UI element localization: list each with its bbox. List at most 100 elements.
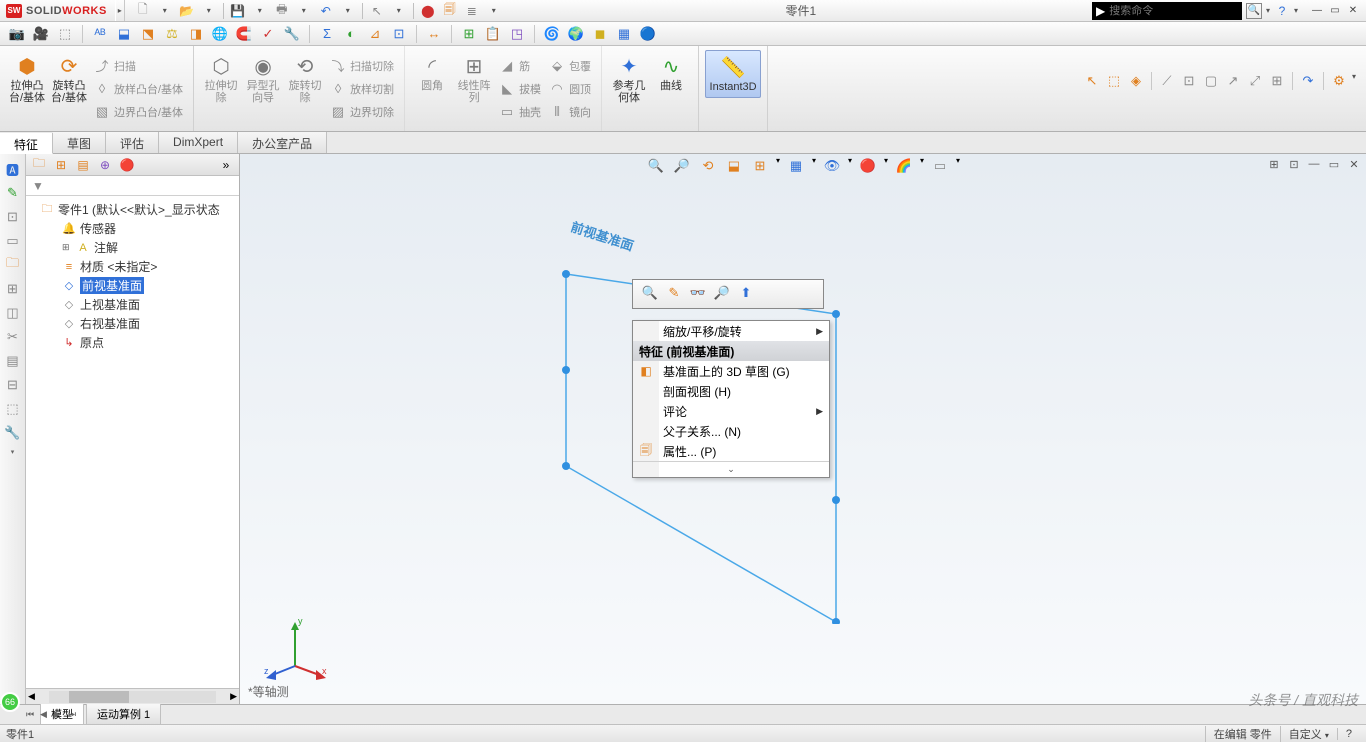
search-input[interactable] — [1109, 5, 1238, 17]
view-orient-icon[interactable]: ⊞ — [750, 156, 770, 176]
view-settings-icon[interactable]: ▭ — [930, 156, 950, 176]
tool-16-icon[interactable]: 🌀 — [543, 25, 561, 43]
tab-office[interactable]: 办公室产品 — [238, 132, 327, 153]
screen-capture-icon[interactable]: 📷 — [8, 25, 26, 43]
loft-button[interactable]: ◊放样凸台/基体 — [92, 80, 185, 98]
ctx-normal-icon[interactable]: 👓 — [689, 284, 707, 302]
shell-button[interactable]: ▭抽壳 — [497, 103, 543, 121]
ctx-expand[interactable]: ⌄ — [633, 461, 829, 477]
rt-8-icon[interactable]: ⤢ — [1246, 72, 1264, 90]
tab-sketch[interactable]: 草图 — [53, 132, 106, 153]
tool-19-icon[interactable]: ▦ — [615, 25, 633, 43]
tool-3-icon[interactable]: ⚖ — [163, 25, 181, 43]
hole-wizard-button[interactable]: ◉异型孔向导 — [242, 50, 284, 108]
tree-tab-4-icon[interactable]: ⊕ — [94, 156, 116, 174]
spellcheck-icon[interactable]: ᴬᴮ — [91, 25, 109, 43]
lv-7-icon[interactable]: ◫ — [4, 304, 22, 322]
snap-icon[interactable]: ⬚ — [56, 25, 74, 43]
select-icon[interactable]: ↖ — [369, 3, 385, 19]
lv-4-icon[interactable]: ▭ — [4, 232, 22, 250]
scene-icon[interactable]: 🌈 — [894, 156, 914, 176]
ctx-section-view[interactable]: 剖面视图 (H) — [633, 381, 829, 401]
tool-11-icon[interactable]: ⊡ — [390, 25, 408, 43]
settings-icon[interactable]: ≣ — [464, 3, 480, 19]
tool-20-icon[interactable]: 🔵 — [639, 25, 657, 43]
lv-10-icon[interactable]: ⊟ — [4, 376, 22, 394]
record-icon[interactable]: 🎥 — [32, 25, 50, 43]
rib-button[interactable]: ◢筋 — [497, 57, 543, 75]
tree-root[interactable]: 🗀零件1 (默认<<默认>_显示状态 — [28, 200, 237, 219]
draft-button[interactable]: ◣拔模 — [497, 80, 543, 98]
menu-dropdown-icon[interactable]: ▸ — [115, 0, 125, 21]
rt-6-icon[interactable]: ▢ — [1202, 72, 1220, 90]
tree-tab-1-icon[interactable]: 🗀 — [28, 156, 50, 174]
revolve-boss-button[interactable]: ⟳ 旋转凸台/基体 — [48, 50, 90, 108]
close-icon[interactable]: ✕ — [1346, 4, 1360, 18]
tool-10-icon[interactable]: ⊿ — [366, 25, 384, 43]
ctx-properties[interactable]: 🗐属性... (P) — [633, 441, 829, 461]
tool-18-icon[interactable]: ◼ — [591, 25, 609, 43]
lv-6-icon[interactable]: ⊞ — [4, 280, 22, 298]
maximize-icon[interactable]: ▭ — [1328, 4, 1342, 18]
rt-2-icon[interactable]: ⬚ — [1105, 72, 1123, 90]
vp-min-icon[interactable]: — — [1306, 156, 1322, 172]
tree-filter[interactable]: ▼ — [26, 176, 239, 196]
vp-cascade-icon[interactable]: ⊡ — [1286, 156, 1302, 172]
tool-1-icon[interactable]: ⬓ — [115, 25, 133, 43]
tree-annotations[interactable]: ⊞A注解 — [28, 238, 237, 257]
hide-show-icon[interactable]: 👁 — [822, 156, 842, 176]
lv-11-icon[interactable]: ⬚ — [4, 400, 22, 418]
lv-12-icon[interactable]: 🔧 — [4, 424, 22, 442]
rev-cut-button[interactable]: ⟲旋转切除 — [284, 50, 326, 108]
undo-icon[interactable]: ↶ — [318, 3, 334, 19]
rt-4-icon[interactable]: ⟋ — [1158, 72, 1176, 90]
section-view-icon[interactable]: ⬓ — [724, 156, 744, 176]
rt-1-icon[interactable]: ↖ — [1083, 72, 1101, 90]
boundary-cut-button[interactable]: ▨边界切除 — [328, 103, 396, 121]
rt-3-icon[interactable]: ◈ — [1127, 72, 1145, 90]
tree-tab-5-icon[interactable]: 🔴 — [116, 156, 138, 174]
tool-4-icon[interactable]: ◨ — [187, 25, 205, 43]
wrap-button[interactable]: ⬙包覆 — [547, 57, 593, 75]
ctx-sketch-icon[interactable]: ✎ — [665, 284, 683, 302]
ctx-zoom-pan-rotate[interactable]: 缩放/平移/旋转▶ — [633, 321, 829, 341]
lv-2-icon[interactable]: ✎ — [4, 184, 22, 202]
save-icon[interactable]: 💾 — [230, 3, 246, 19]
cut-extrude-button[interactable]: ⬡拉伸切除 — [200, 50, 242, 108]
tree-material[interactable]: ≡材质 <未指定> — [28, 257, 237, 276]
tree-scrollbar[interactable]: ◀ ▶ — [26, 688, 239, 704]
vp-max-icon[interactable]: ▭ — [1326, 156, 1342, 172]
tool-17-icon[interactable]: 🌍 — [567, 25, 585, 43]
tool-13-icon[interactable]: ⊞ — [460, 25, 478, 43]
rt-5-icon[interactable]: ⊡ — [1180, 72, 1198, 90]
tool-7-icon[interactable]: ✓ — [259, 25, 277, 43]
tree-top-plane[interactable]: ◇上视基准面 — [28, 295, 237, 314]
curves-button[interactable]: ∿曲线 — [650, 50, 692, 96]
rt-10-icon[interactable]: ↷ — [1299, 72, 1317, 90]
lv-9-icon[interactable]: ▤ — [4, 352, 22, 370]
open-icon[interactable]: 📂 — [179, 3, 195, 19]
zoom-area-icon[interactable]: 🔎 — [672, 156, 692, 176]
lv-5-icon[interactable]: 🗀 — [4, 256, 22, 274]
tree-tab-more-icon[interactable]: » — [215, 156, 237, 174]
rebuild-icon[interactable]: ⬤ — [420, 3, 436, 19]
bottom-tab-arrows[interactable]: ⏮◀▶⏭ — [26, 709, 80, 720]
fillet-button[interactable]: ◜圆角 — [411, 50, 453, 96]
tree-origin[interactable]: ↳原点 — [28, 333, 237, 352]
tool-14-icon[interactable]: 📋 — [484, 25, 502, 43]
extrude-boss-button[interactable]: ⬢ 拉伸凸台/基体 — [6, 50, 48, 108]
ctx-3d-sketch[interactable]: ◧基准面上的 3D 草图 (G) — [633, 361, 829, 381]
ctx-triad-icon[interactable]: ⬆ — [737, 284, 755, 302]
zoom-fit-icon[interactable]: 🔍 — [646, 156, 666, 176]
notification-badge[interactable]: 66 — [0, 692, 20, 712]
display-style-icon[interactable]: ▦ — [786, 156, 806, 176]
vp-tile-icon[interactable]: ⊞ — [1266, 156, 1282, 172]
ctx-comment[interactable]: 评论▶ — [633, 401, 829, 421]
search-icon[interactable]: 🔍 — [1246, 3, 1262, 19]
print-icon[interactable]: 🖶 — [274, 3, 290, 19]
minimize-icon[interactable]: — — [1310, 4, 1324, 18]
tree-tab-2-icon[interactable]: ⊞ — [50, 156, 72, 174]
tab-evaluate[interactable]: 评估 — [106, 132, 159, 153]
sweep-button[interactable]: ⤴扫描 — [92, 57, 185, 75]
tree-tab-3-icon[interactable]: ▤ — [72, 156, 94, 174]
